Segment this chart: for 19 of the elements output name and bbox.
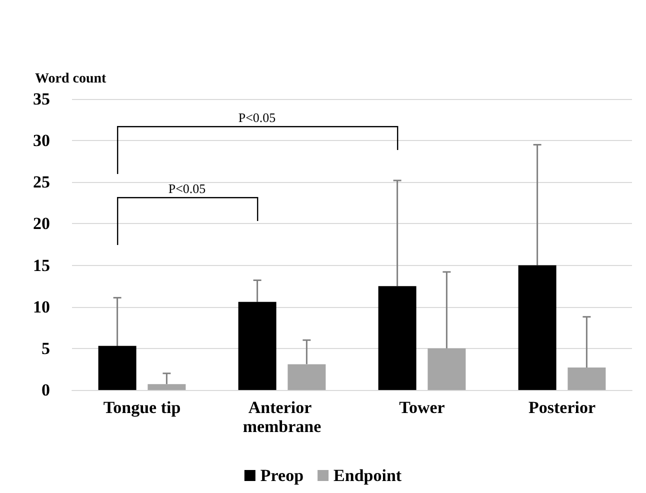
annotation: P<0.05 [168,181,206,196]
y-tick-label: 25 [33,172,50,192]
y-tick-label: 20 [33,214,50,234]
x-tick-label: Tongue tip [103,398,181,417]
legend-label: Endpoint [334,466,402,485]
y-tick-label: 30 [33,131,50,150]
significance-bracket: P<0.05 [117,181,258,245]
legend-label: Preop [260,466,304,485]
annotation: P<0.05 [238,110,276,125]
significance-bracket: P<0.05 [117,110,398,174]
y-tick-label: 15 [33,256,50,275]
y-tick-label: 5 [42,338,50,358]
y-axis-title: Word count [35,72,107,86]
y-tick-label: 0 [42,380,50,400]
y-tick-label: 35 [33,90,50,108]
x-tick-label: Anterior membrane [242,398,322,436]
x-tick-label: Tower [399,398,446,417]
y-tick-label: 10 [33,297,50,316]
x-tick-label: Posterior [528,398,596,417]
